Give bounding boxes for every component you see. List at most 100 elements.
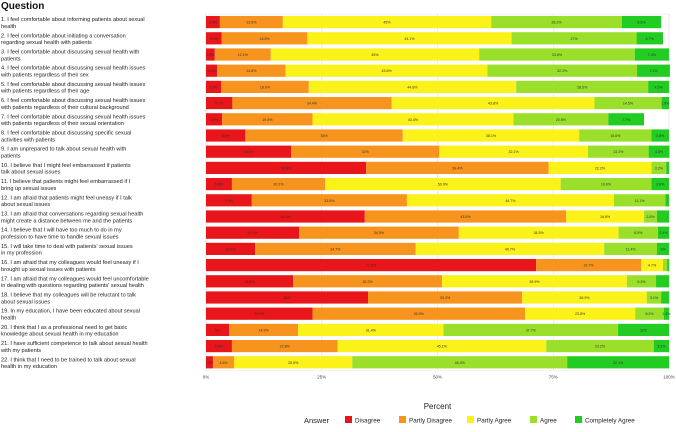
data-label: 3.2% xyxy=(655,166,664,170)
question-label: 21. I have sufficient competence to talk… xyxy=(1,341,148,347)
bar-segment xyxy=(415,242,605,255)
data-label: 20.1% xyxy=(247,231,258,235)
legend-swatch xyxy=(575,416,582,423)
data-label: 39.9% xyxy=(529,280,540,284)
question-label: 4. I feel comfortable about discussing s… xyxy=(1,66,145,72)
data-label: 3.8% xyxy=(656,134,665,138)
bar-segment xyxy=(206,275,294,288)
data-label: 5% xyxy=(215,328,221,332)
data-label: 32.1% xyxy=(509,150,520,154)
bar-segment xyxy=(648,80,669,93)
question-label: health xyxy=(1,24,16,30)
data-label: 18.8% xyxy=(244,280,255,284)
data-label: 20.1% xyxy=(273,183,284,187)
question-label: about sexual issues xyxy=(1,202,50,208)
chart-title: Question xyxy=(1,1,44,12)
bar-segment xyxy=(291,145,440,158)
question-label: regarding sexual health with patients xyxy=(1,40,92,46)
question-label: activities with patients xyxy=(1,137,55,143)
x-axis-label: Percent xyxy=(424,402,452,411)
bar-segment xyxy=(221,32,308,45)
data-label: 19.5% xyxy=(262,118,273,122)
bar-segment xyxy=(391,97,595,110)
question-label: 8. I feel comfortable about discussing s… xyxy=(1,131,131,137)
bar-segment xyxy=(662,259,668,272)
data-label: 5.6% xyxy=(215,183,224,187)
bar-segment xyxy=(663,307,669,320)
bar-segment xyxy=(487,64,638,77)
bar-segment xyxy=(206,242,256,255)
data-label: 6.2% xyxy=(645,312,654,316)
data-label: 3.1% xyxy=(650,296,659,300)
legend-swatch xyxy=(345,416,352,423)
data-label: 15.6% xyxy=(610,134,621,138)
data-label: 18.9% xyxy=(260,85,271,89)
bar-segment xyxy=(442,275,627,288)
bar-segment xyxy=(567,356,669,369)
legend-label: Partly Agree xyxy=(477,418,512,425)
data-label: 26.9% xyxy=(579,296,590,300)
bar-segment xyxy=(522,291,647,304)
bar-segment xyxy=(536,259,642,272)
bar-segment xyxy=(308,80,517,93)
bar-segment xyxy=(337,340,547,353)
bar-segment xyxy=(231,178,325,191)
bar-segment xyxy=(651,161,667,174)
data-label: 3.8% xyxy=(656,183,665,187)
bar-segment xyxy=(579,129,652,142)
data-label: 44.8% xyxy=(407,85,418,89)
bar-segment xyxy=(206,307,313,320)
x-tick-label: 0% xyxy=(203,374,210,379)
data-label: 22.2% xyxy=(595,166,606,170)
data-label: 50.9% xyxy=(438,183,449,187)
question-label: with my patients xyxy=(0,348,41,354)
bar-segment xyxy=(525,307,636,320)
bar-segment xyxy=(206,129,246,142)
data-label: 43.5% xyxy=(460,215,471,219)
bar-segment xyxy=(594,97,662,110)
bar-segment xyxy=(206,32,222,45)
data-label: 14.5% xyxy=(623,102,634,106)
data-label: 43.4% xyxy=(408,118,419,122)
bar-segment xyxy=(587,145,649,158)
data-label: 33.6% xyxy=(552,53,563,57)
data-label: 40.7% xyxy=(505,247,516,251)
bar-segment xyxy=(270,48,480,61)
question-label: health xyxy=(1,316,16,322)
bar-segment xyxy=(516,80,649,93)
question-label: health in my education xyxy=(1,364,57,370)
data-label: 44.7% xyxy=(505,199,516,203)
bar-segment xyxy=(666,161,669,174)
data-label: 28.2% xyxy=(551,21,562,25)
question-label: 15. I will take time to deal with patien… xyxy=(1,244,133,250)
bar-segment xyxy=(352,356,568,369)
question-label: 20. I think that I as a professional nee… xyxy=(1,325,127,331)
question-label: in my profession xyxy=(1,251,42,257)
data-label: 33.3% xyxy=(440,296,451,300)
bar-segment xyxy=(245,129,403,142)
bar-segment xyxy=(206,194,252,207)
question-label: might create a distance between me and t… xyxy=(1,218,132,224)
bar-segment xyxy=(307,32,512,45)
data-label: 71.3% xyxy=(366,264,377,268)
data-label: 2.4% xyxy=(659,231,668,235)
question-label: patients xyxy=(1,56,21,62)
bar-segment xyxy=(206,16,220,29)
bar-segment xyxy=(665,194,669,207)
data-label: 16.8% xyxy=(600,215,611,219)
question-label: knowledge about sexual health in my educ… xyxy=(1,332,119,338)
data-label: 1.1% xyxy=(662,312,671,316)
data-label: 13.1% xyxy=(613,150,624,154)
bar-segment xyxy=(219,16,283,29)
bar-segment xyxy=(651,129,669,142)
data-label: 4.5% xyxy=(654,85,663,89)
bar-segment xyxy=(641,259,663,272)
data-label: 34.3% xyxy=(280,215,291,219)
bar-segment xyxy=(491,16,622,29)
bar-segment xyxy=(368,291,523,304)
bar-segment xyxy=(206,178,232,191)
x-tick-label: 25% xyxy=(317,374,326,379)
bar-segment xyxy=(661,291,669,304)
question-label: 5. I feel comfortable about discussing s… xyxy=(1,82,145,88)
data-label: 23.8% xyxy=(575,312,586,316)
